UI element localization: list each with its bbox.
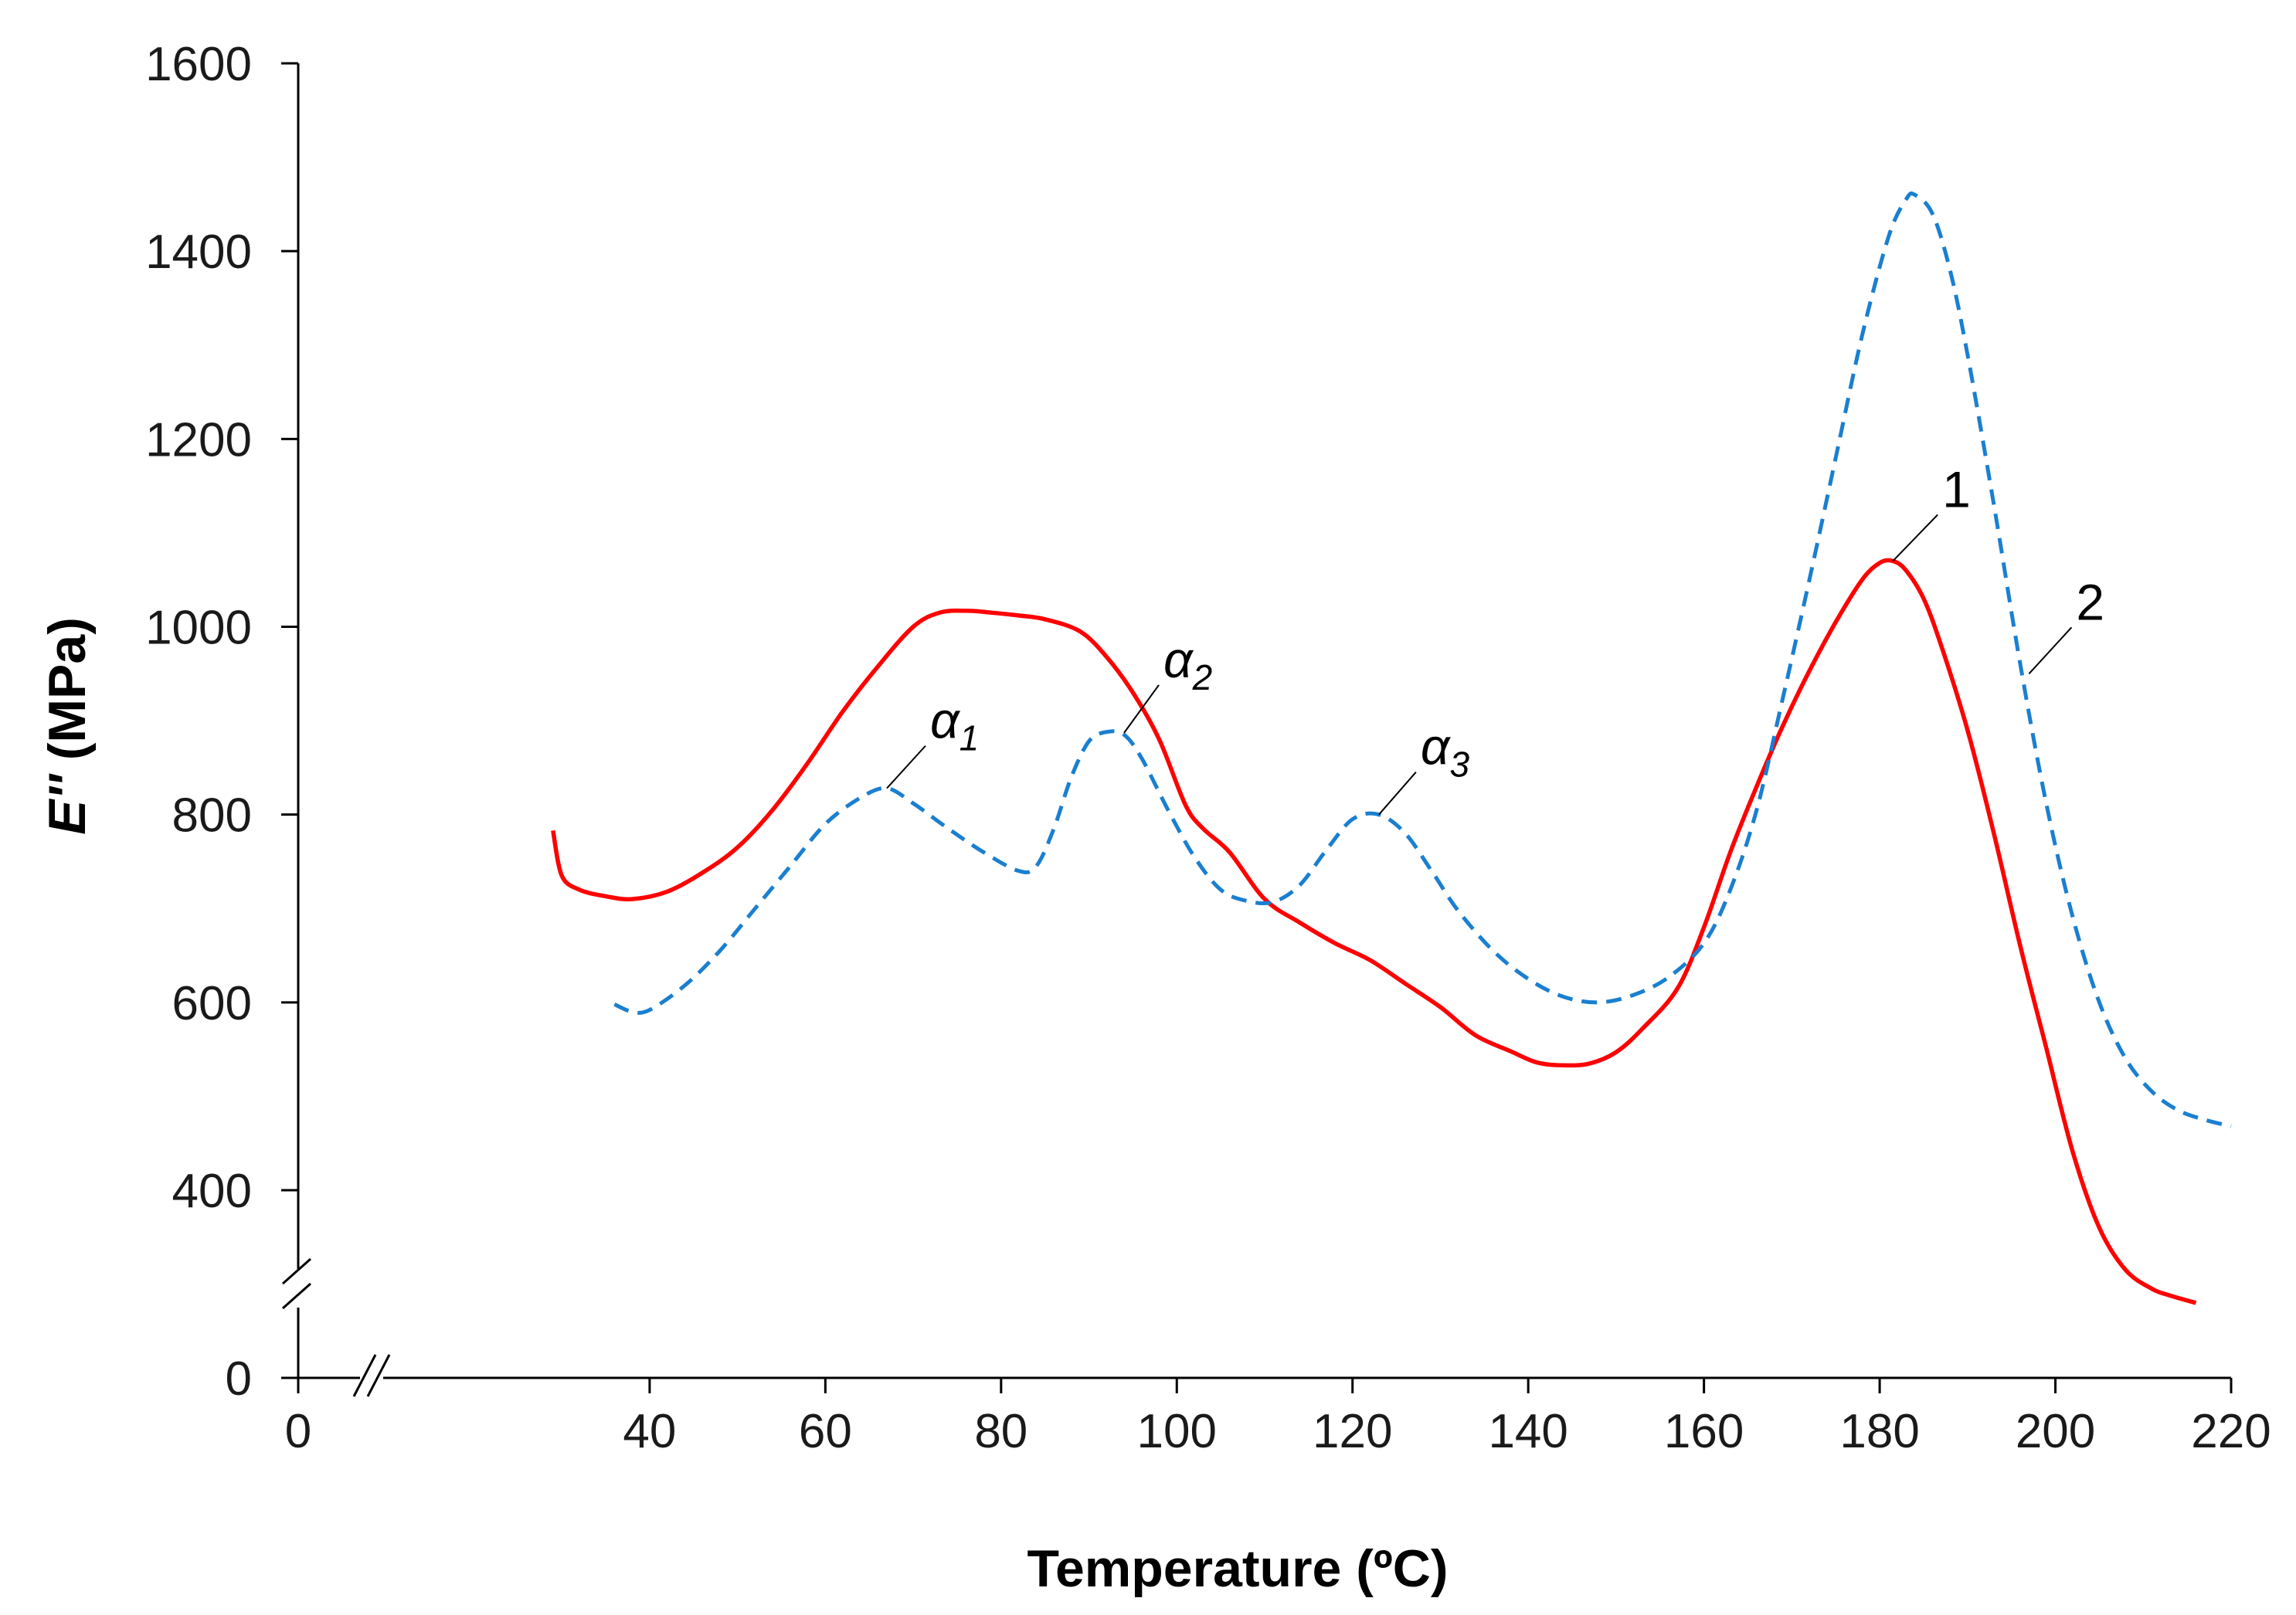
x-tick-label-120: 120 — [1313, 1405, 1392, 1458]
y-axis-title: E'' (MPa) — [38, 617, 97, 835]
annotation-label-4: 1 — [1942, 460, 1971, 517]
annotation-label-3: α3 — [1421, 718, 1470, 785]
annotation-leader-1 — [886, 745, 926, 789]
y-tick-label-1000: 1000 — [145, 602, 252, 655]
x-tick-label-0: 0 — [285, 1405, 311, 1458]
y-tick-label-600: 600 — [172, 977, 252, 1030]
annotation-leader-3 — [1378, 772, 1417, 816]
x-axis-break — [352, 1354, 391, 1397]
x-tick-label-200: 200 — [2016, 1405, 2095, 1458]
annotation-label-2: α2 — [1163, 631, 1212, 697]
x-tick-label-160: 160 — [1664, 1405, 1744, 1458]
y-axis-break — [282, 1257, 311, 1310]
x-tick-label-220: 220 — [2191, 1405, 2271, 1458]
y-tick-label-1600: 1600 — [145, 38, 252, 91]
x-tick-label-40: 40 — [623, 1405, 676, 1458]
x-tick-label-140: 140 — [1488, 1405, 1567, 1458]
y-axis-title-symbol: E'' — [38, 772, 97, 835]
annotation-label-1: α1 — [930, 692, 979, 758]
x-tick-label-80: 80 — [974, 1405, 1027, 1458]
y-ticks: 0 400 600 800 1000 1200 1400 1600 — [145, 38, 298, 1406]
x-axis-title: Temperature (ºC) — [1027, 1539, 1449, 1598]
x-tick-label-60: 60 — [799, 1405, 852, 1458]
y-tick-label-800: 800 — [172, 789, 252, 843]
annotation-leader-5 — [2028, 626, 2073, 674]
annotation-leader-2 — [1123, 684, 1160, 734]
y-tick-label-1200: 1200 — [145, 413, 252, 467]
annotation-leader-4 — [1892, 514, 1938, 562]
series-1-line — [551, 558, 2197, 1305]
y-tick-label-400: 400 — [172, 1165, 252, 1218]
x-tick-label-180: 180 — [1839, 1405, 1919, 1458]
x-ticks: 0 40 60 80 100 120 140 160 180 200 220 — [285, 1378, 2271, 1458]
x-tick-label-100: 100 — [1137, 1405, 1217, 1458]
y-tick-label-0: 0 — [226, 1352, 252, 1406]
y-axis-title-unit: (MPa) — [38, 617, 97, 775]
annotation-label-5: 2 — [2076, 573, 2104, 630]
y-tick-label-1400: 1400 — [145, 226, 252, 279]
series-layer — [551, 191, 2232, 1305]
series-2-line — [613, 191, 2232, 1128]
annotation-layer: α1 α2 α3 1 2 — [886, 460, 2104, 816]
